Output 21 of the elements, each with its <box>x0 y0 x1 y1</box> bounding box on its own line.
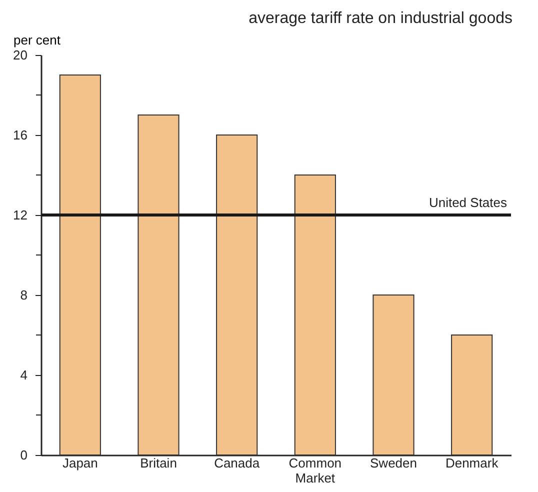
y-tick-label: 20 <box>13 48 28 62</box>
bar <box>138 114 180 456</box>
y-tick-label: 0 <box>20 448 28 462</box>
bar <box>451 334 493 456</box>
x-tick-label: Japan <box>62 456 98 470</box>
bar <box>59 74 101 456</box>
y-tick-label: 4 <box>20 368 28 382</box>
y-tick-label: 16 <box>13 128 28 142</box>
chart-title: average tariff rate on industrial goods <box>248 10 512 27</box>
bar <box>372 294 414 456</box>
y-tick-label: 8 <box>20 288 28 302</box>
x-tick-label: Sweden <box>370 456 417 470</box>
x-tick-label: Britain <box>140 456 177 470</box>
x-tick-label: Denmark <box>445 456 499 470</box>
bar <box>216 134 258 456</box>
y-tick-label: 12 <box>13 208 28 222</box>
x-tick-label: Common Market <box>288 456 342 486</box>
ref-line-label: United States <box>428 195 508 210</box>
y-axis-title: per cent <box>14 32 61 48</box>
x-tick-label: Canada <box>214 456 260 470</box>
bar <box>294 174 336 456</box>
